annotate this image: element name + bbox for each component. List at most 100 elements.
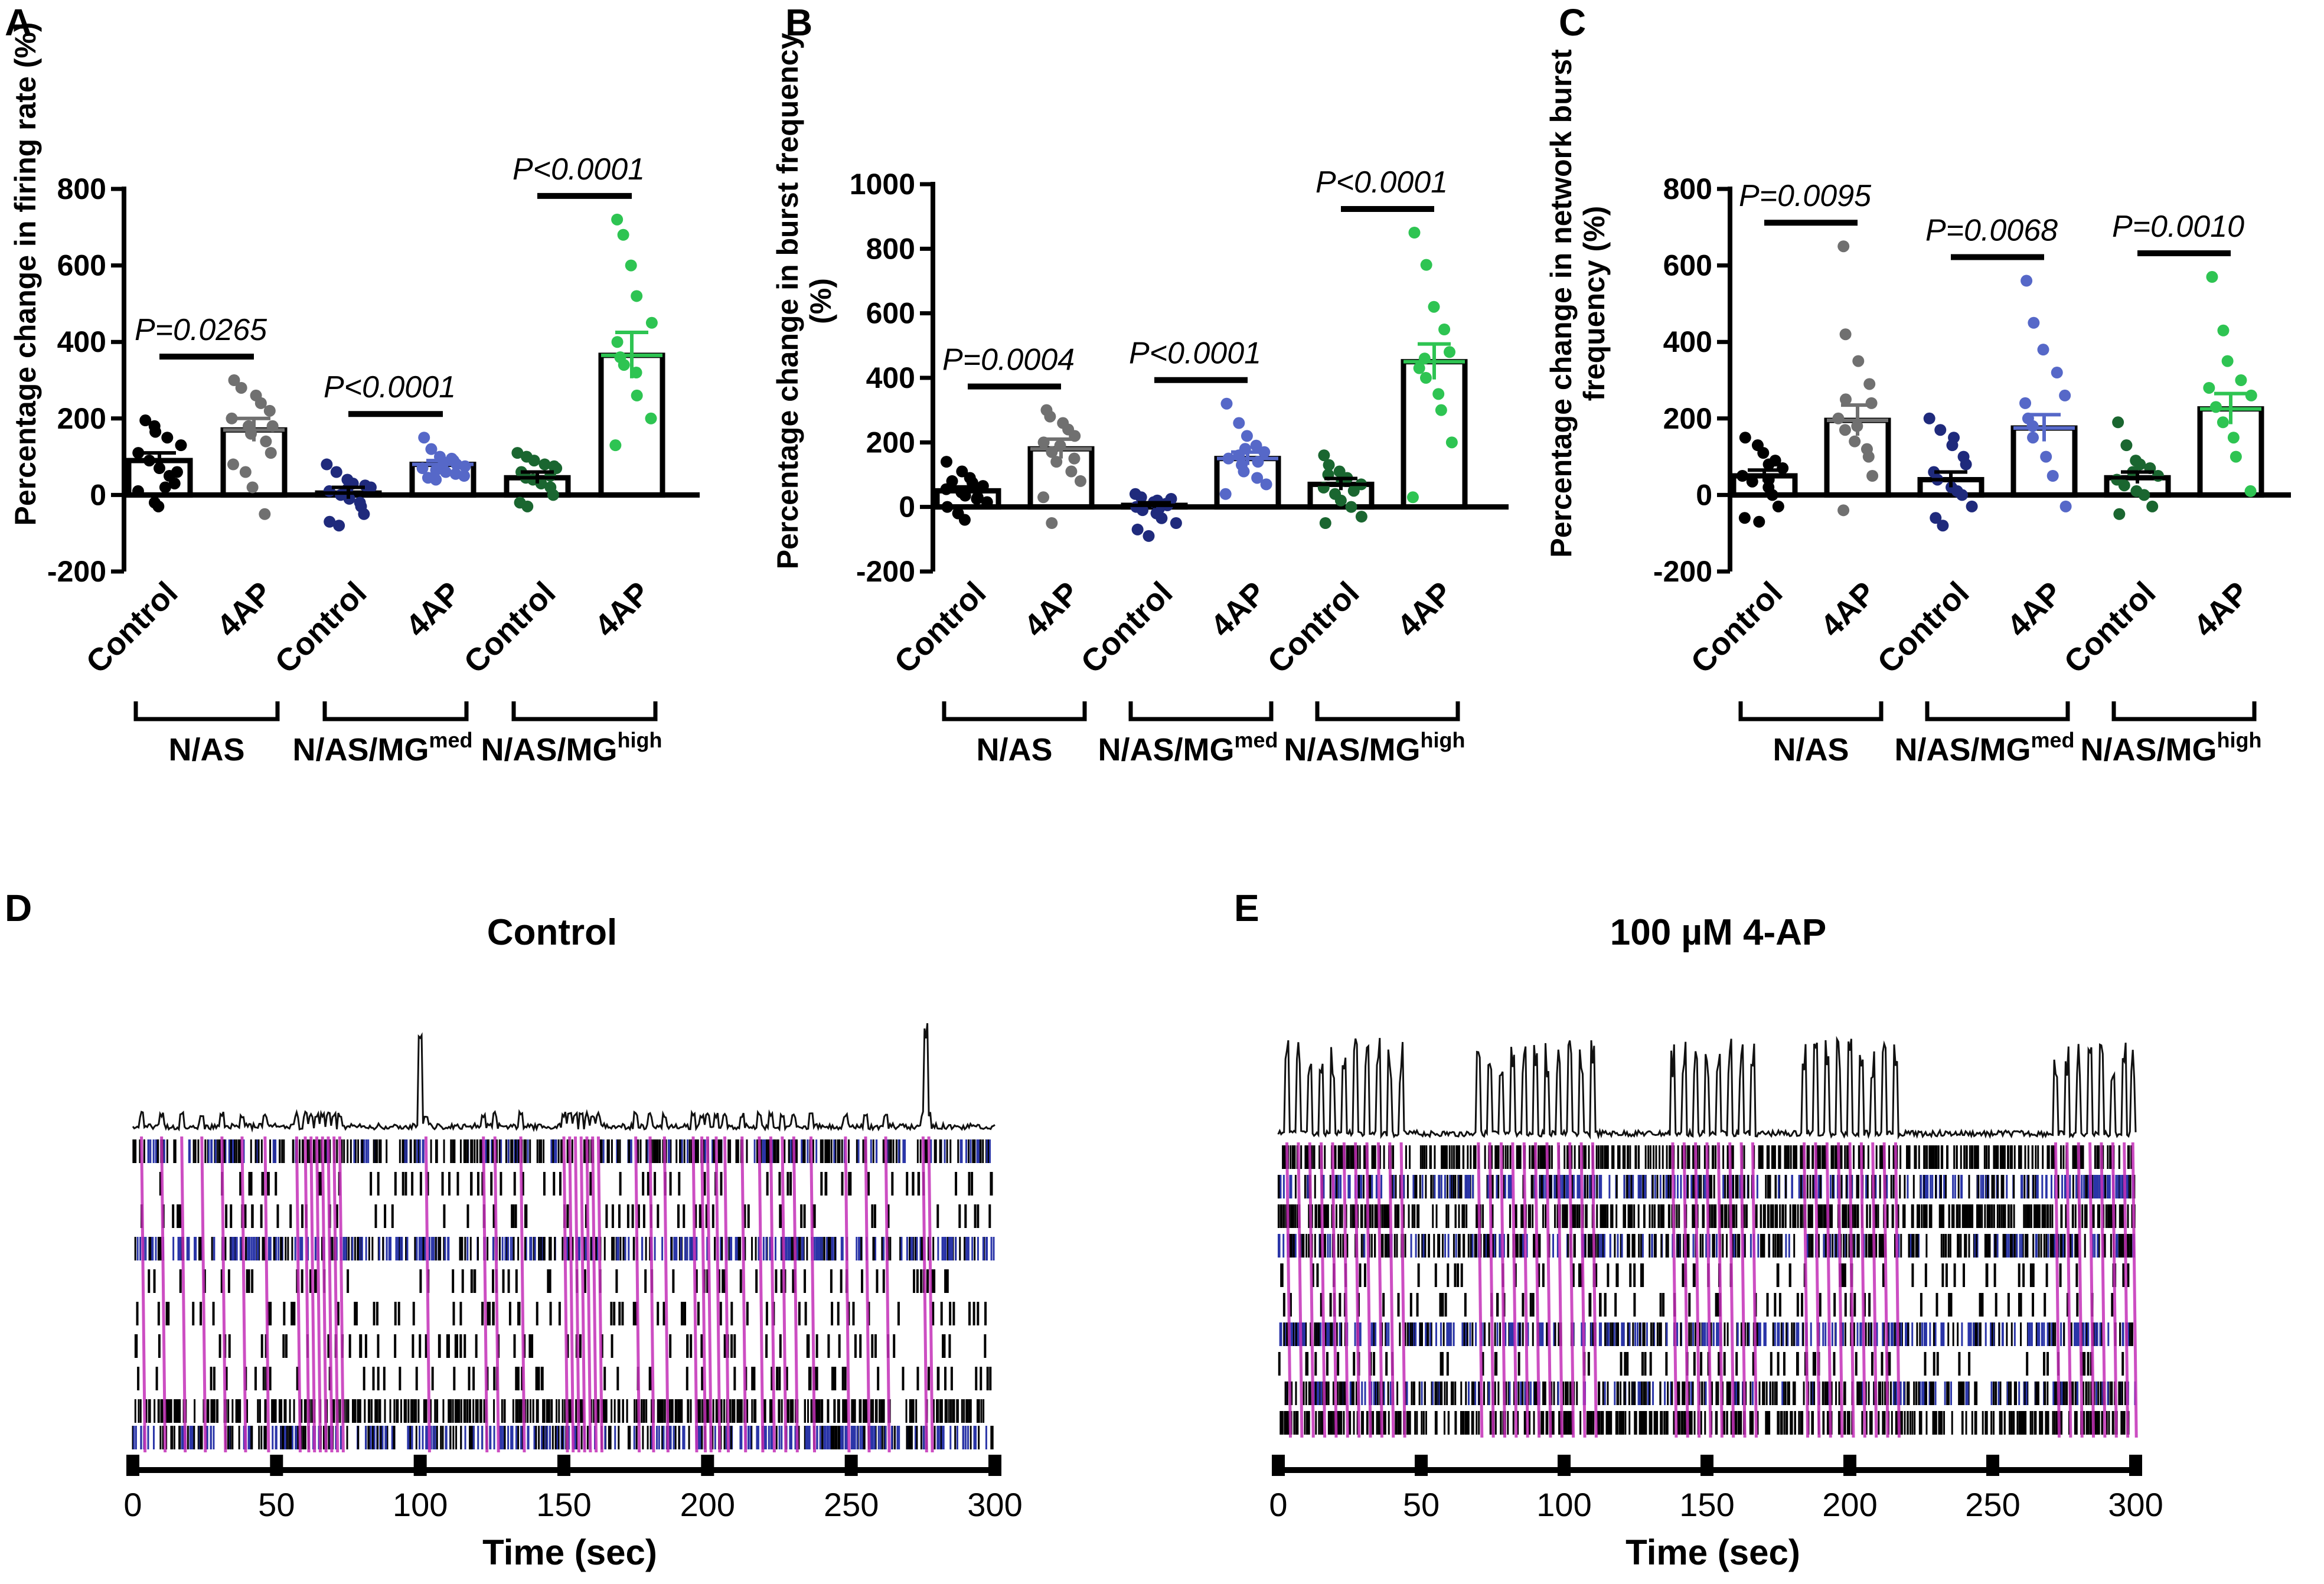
data-point <box>1766 489 1778 501</box>
chart-panel-c: -200 0 200 400 600 800 Percentage change in ne… <box>1545 49 2291 767</box>
category-label: 4AP <box>2187 575 2256 644</box>
y-tick-label: 400 <box>1663 325 1712 358</box>
group-label-main: N/AS/MG <box>481 732 618 767</box>
spike-row <box>132 1426 994 1449</box>
data-point <box>2209 401 2222 413</box>
x-tick-label: 100 <box>393 1486 448 1523</box>
network-burst-marker <box>884 1136 891 1453</box>
network-burst-marker <box>781 1136 788 1453</box>
network-burst-marker <box>810 1136 817 1453</box>
p-value: P=0.0068 <box>1925 214 2058 248</box>
data-point <box>1757 447 1770 459</box>
raster-panels: Control 0 50 100 150 200 250 300 Time (sec) 100 µ… <box>123 912 2163 1572</box>
data-point <box>263 404 276 417</box>
group-label: N/AS/MGmed <box>1894 728 2074 767</box>
network-burst-marker <box>758 1136 765 1453</box>
data-point <box>2046 470 2059 482</box>
data-point <box>2221 355 2234 367</box>
category-label: 4AP <box>399 575 468 644</box>
network-burst-marker <box>220 1136 227 1453</box>
spike-row <box>1278 1352 2124 1376</box>
data-point <box>1951 485 1963 497</box>
data-point <box>1419 372 1432 384</box>
data-point <box>981 496 993 508</box>
group-label: N/AS/MGmed <box>1098 728 1278 767</box>
x-tick-mark <box>126 1455 139 1476</box>
category-label: Control <box>1684 575 1789 680</box>
y-tick-label: 0 <box>90 478 106 511</box>
y-tick-label: 1000 <box>850 168 915 201</box>
data-point <box>1839 424 1851 436</box>
data-point <box>631 389 643 401</box>
data-point <box>1318 449 1330 462</box>
data-point <box>1960 458 1972 471</box>
data-point <box>260 435 272 448</box>
data-point <box>618 359 630 371</box>
data-point <box>1345 501 1357 513</box>
data-point <box>1137 504 1149 517</box>
data-point <box>1347 485 1360 497</box>
data-point <box>1065 465 1078 478</box>
data-point <box>1923 412 1935 424</box>
y-tick-label: 200 <box>866 426 915 459</box>
y-tick-label: -200 <box>856 555 915 588</box>
spike-row <box>132 1139 991 1163</box>
data-point <box>1406 491 1419 504</box>
y-axis-title-line: frequency (%) <box>1578 206 1611 401</box>
group-label-superscript: high <box>2217 728 2262 752</box>
data-point <box>1037 491 1050 504</box>
data-point <box>1863 378 1876 390</box>
y-tick-label: 800 <box>57 172 106 205</box>
spike-row <box>134 1237 995 1260</box>
data-point <box>132 485 144 497</box>
network-burst-marker <box>596 1136 603 1453</box>
data-point <box>333 520 345 532</box>
y-axis-title-line: (%) <box>804 278 837 324</box>
data-point <box>1839 393 1852 406</box>
data-point <box>528 455 540 467</box>
x-tick-mark <box>844 1455 858 1476</box>
y-tick-label: 400 <box>866 361 915 394</box>
group-label-main: N/AS/MG <box>2081 732 2217 767</box>
y-tick-label: 800 <box>1663 172 1712 205</box>
data-point <box>430 473 442 486</box>
data-point <box>2227 432 2240 444</box>
category-label: 4AP <box>1017 575 1086 644</box>
data-point <box>1238 465 1250 478</box>
data-point <box>2051 367 2063 379</box>
x-tick-label: 250 <box>824 1486 879 1523</box>
y-tick-label: 400 <box>57 325 106 358</box>
network-burst-marker <box>482 1136 489 1453</box>
data-point <box>2059 500 2072 512</box>
category-label: 4AP <box>210 575 279 644</box>
data-point <box>1131 523 1144 535</box>
group-label: N/AS/MGmed <box>292 728 472 767</box>
data-point <box>2138 489 2150 501</box>
data-point <box>235 381 247 394</box>
p-value: P<0.0001 <box>1129 337 1261 371</box>
data-point <box>459 460 471 472</box>
network-burst-marker <box>740 1136 748 1453</box>
p-value: P=0.0004 <box>942 343 1075 377</box>
data-point <box>611 213 624 226</box>
data-point <box>1432 388 1445 400</box>
data-point <box>2059 389 2071 401</box>
data-point <box>152 500 165 512</box>
network-burst-marker <box>792 1136 799 1453</box>
data-point <box>1832 412 1845 424</box>
network-burst-marker <box>309 1136 316 1453</box>
data-point <box>1438 324 1451 335</box>
data-point <box>609 439 622 452</box>
y-tick-label: 0 <box>899 491 915 524</box>
data-point <box>2037 344 2049 356</box>
network-burst-marker <box>303 1136 311 1453</box>
data-point <box>941 456 953 468</box>
chart-panel-b: -200 0 200 400 600 800 1000 Percentage change i… <box>771 33 1509 767</box>
data-point <box>1937 520 1949 532</box>
data-point <box>139 414 152 427</box>
x-tick-mark <box>413 1455 427 1476</box>
spike-row <box>1279 1322 2133 1346</box>
data-point <box>1319 517 1331 529</box>
group-label-main: N/AS <box>168 732 244 767</box>
